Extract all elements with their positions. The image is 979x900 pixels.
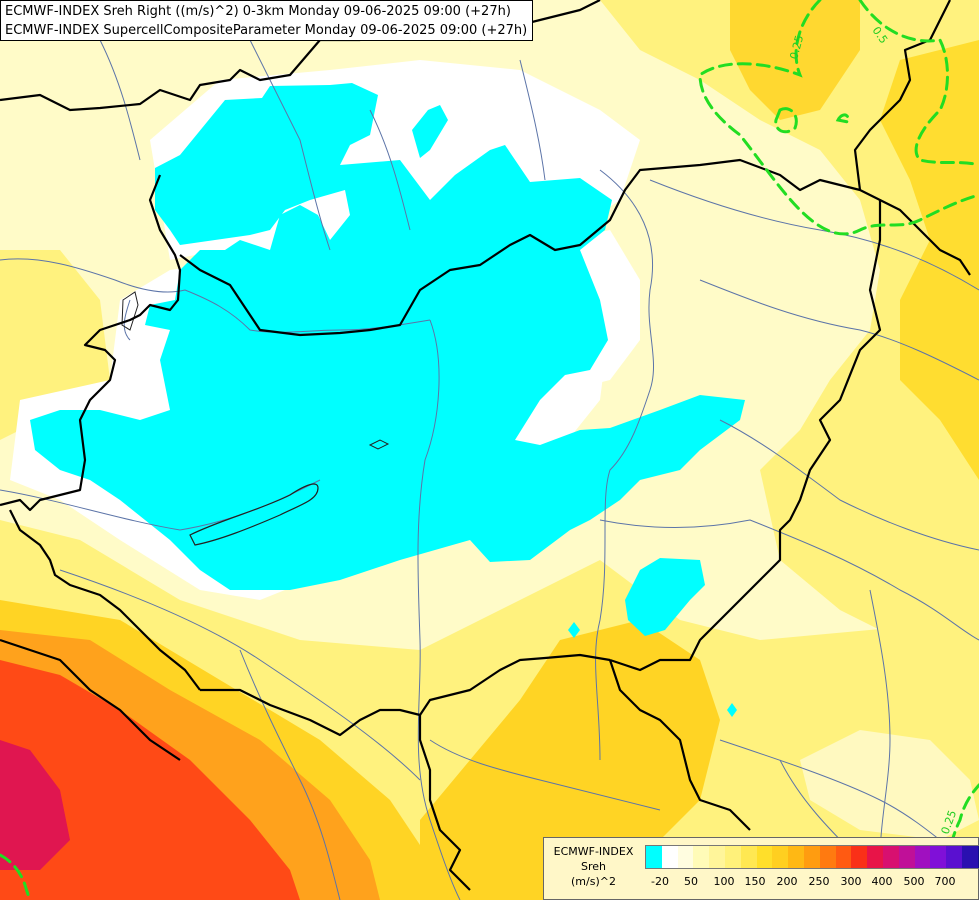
border-hr-rs <box>418 715 471 891</box>
legend-swatch <box>961 846 978 868</box>
lake-small <box>368 439 390 450</box>
legend-colorbar <box>645 845 979 869</box>
rivers <box>0 19 979 900</box>
border-sk-hu <box>179 158 971 337</box>
legend-swatch <box>867 846 883 868</box>
legend-swatch <box>646 846 662 868</box>
border-ukraine <box>853 0 951 191</box>
title-line-sreh: ECMWF-INDEX Sreh Right ((m/s)^2) 0-3km M… <box>5 4 511 19</box>
legend-title-line3: (m/s)^2 <box>571 875 616 888</box>
legend-title-line2: Sreh <box>580 860 606 873</box>
legend-tick-label: 50 <box>684 875 698 888</box>
border-slovenia <box>0 638 181 761</box>
border-rs-ro <box>608 659 751 831</box>
border-at-sk <box>0 174 182 512</box>
legend-swatch <box>898 846 915 868</box>
map-title-box: ECMWF-INDEX Sreh Right ((m/s)^2) 0-3km M… <box>0 0 534 41</box>
field-crimson-southwest <box>0 740 70 870</box>
legend-tick-label: 100 <box>713 875 735 888</box>
legend-swatch <box>772 846 789 868</box>
legend-title: ECMWF-INDEX Sreh (m/s)^2 <box>546 844 641 889</box>
legend-swatch <box>946 846 962 868</box>
legend-tick-label: 700 <box>934 875 956 888</box>
legend-swatch <box>882 846 899 868</box>
legend-swatch <box>788 846 804 868</box>
legend-swatch <box>693 846 710 868</box>
legend-swatch <box>756 846 773 868</box>
field-deep-yellow-southeast <box>420 620 720 900</box>
field-deep-yellow-east <box>880 40 979 480</box>
legend-swatch <box>835 846 852 868</box>
border-hu-rs <box>200 653 611 737</box>
field-cyan-dot-2 <box>727 703 737 717</box>
legend-swatch <box>914 846 931 868</box>
contour-label: 0.25 <box>787 34 806 61</box>
color-legend: ECMWF-INDEX Sreh (m/s)^2 -20 50 100 150 200 2… <box>543 837 979 900</box>
field-light-southeast <box>800 730 979 840</box>
legend-tick-labels: -20 50 100 150 200 250 300 400 500 700 <box>645 875 975 891</box>
legend-swatch <box>709 846 725 868</box>
lake-balaton <box>189 483 319 546</box>
legend-tick-label: 150 <box>744 875 766 888</box>
legend-tick-label: 500 <box>903 875 925 888</box>
legend-tick-label: 400 <box>871 875 893 888</box>
border-hu-ro <box>609 200 882 672</box>
legend-tick-label: 250 <box>808 875 830 888</box>
legend-swatch <box>677 846 694 868</box>
legend-title-line1: ECMWF-INDEX <box>553 845 634 858</box>
field-cyan-diamond <box>412 105 448 158</box>
field-red-southwest <box>0 660 300 900</box>
field-cyan-dot <box>568 622 580 638</box>
legend-tick-label: 300 <box>840 875 862 888</box>
legend-swatch <box>661 846 678 868</box>
legend-swatch <box>724 846 741 868</box>
legend-swatch <box>977 846 979 868</box>
field-cyan-main <box>30 83 745 590</box>
legend-tick-label: 200 <box>776 875 798 888</box>
legend-swatch <box>851 846 868 868</box>
legend-swatch <box>930 846 947 868</box>
legend-tick-label: -20 <box>651 875 669 888</box>
title-line-scp: ECMWF-INDEX SupercellCompositeParameter … <box>5 23 528 38</box>
field-yellow-northeast <box>600 0 979 640</box>
border-hu-hr <box>9 509 201 691</box>
legend-swatch <box>803 846 820 868</box>
legend-swatch <box>740 846 757 868</box>
legend-swatch <box>819 846 836 868</box>
field-cyan-east-blob <box>625 558 705 636</box>
